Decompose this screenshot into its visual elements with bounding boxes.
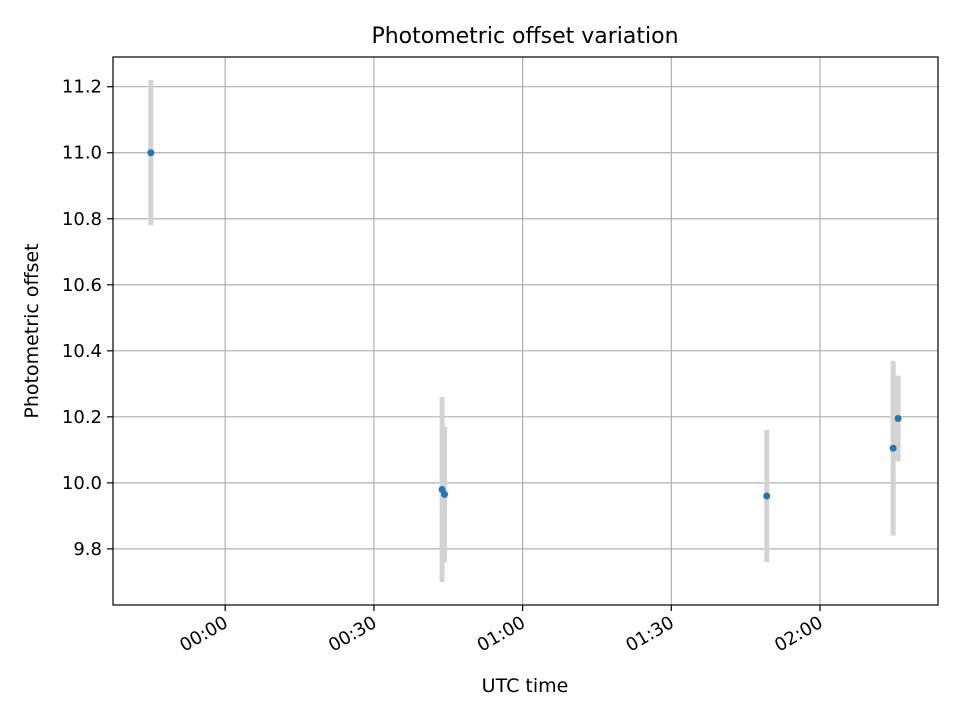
x-axis-label: UTC time [482, 675, 569, 697]
data-point [894, 414, 902, 422]
data-point [441, 490, 449, 498]
y-tick-label: 10.0 [62, 473, 102, 494]
y-axis-ticks: 9.8 10.0 10.2 10.4 10.6 10.8 11.0 11.2 [62, 77, 113, 560]
data-point [763, 492, 771, 500]
y-tick-label: 11.0 [62, 143, 102, 164]
y-tick-label: 11.2 [62, 77, 102, 98]
plot-frame [112, 56, 939, 606]
y-tick-label: 10.4 [62, 341, 102, 362]
y-tick-label: 10.6 [62, 275, 102, 296]
y-tick-label: 10.8 [62, 209, 102, 230]
grid-layer [113, 57, 938, 605]
data-point [147, 149, 155, 157]
y-tick-label: 9.8 [73, 539, 102, 560]
chart-title: Photometric offset variation [371, 24, 678, 49]
y-axis-label: Photometric offset [21, 243, 43, 418]
data-point [889, 444, 897, 452]
point-layer [147, 149, 902, 500]
y-tick-label: 10.2 [62, 407, 102, 428]
